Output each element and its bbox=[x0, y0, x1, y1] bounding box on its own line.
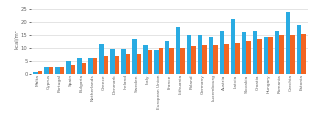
Bar bbox=[209, 37, 213, 74]
Bar bbox=[147, 50, 152, 74]
Bar bbox=[198, 35, 202, 74]
Bar bbox=[132, 39, 137, 74]
Bar bbox=[225, 44, 229, 74]
Bar bbox=[264, 37, 268, 74]
Bar bbox=[268, 37, 273, 74]
Bar bbox=[99, 44, 104, 74]
Bar bbox=[169, 48, 174, 74]
Bar bbox=[297, 25, 301, 74]
Bar bbox=[81, 63, 86, 74]
Bar bbox=[126, 54, 130, 74]
Bar bbox=[143, 45, 147, 74]
Bar bbox=[121, 49, 126, 74]
Bar bbox=[88, 58, 93, 74]
Bar bbox=[44, 67, 49, 74]
Bar bbox=[114, 55, 119, 74]
Bar bbox=[154, 50, 159, 74]
Bar bbox=[71, 65, 75, 74]
Bar bbox=[231, 19, 235, 74]
Bar bbox=[180, 48, 185, 74]
Bar bbox=[66, 61, 71, 74]
Bar bbox=[176, 27, 180, 74]
Bar bbox=[137, 54, 141, 74]
Bar bbox=[159, 48, 163, 74]
Bar bbox=[290, 35, 295, 74]
Bar bbox=[33, 72, 38, 74]
Bar bbox=[192, 46, 196, 74]
Bar bbox=[279, 35, 284, 74]
Bar bbox=[301, 34, 306, 74]
Bar bbox=[55, 67, 60, 74]
Bar bbox=[165, 41, 169, 74]
Bar bbox=[60, 67, 64, 74]
Bar bbox=[38, 71, 42, 74]
Bar bbox=[246, 41, 251, 74]
Bar bbox=[202, 45, 207, 74]
Bar bbox=[258, 39, 262, 74]
Bar bbox=[253, 31, 258, 74]
Bar bbox=[275, 31, 279, 74]
Bar bbox=[110, 49, 114, 74]
Bar bbox=[104, 55, 108, 74]
Bar bbox=[220, 31, 225, 74]
Bar bbox=[235, 43, 240, 74]
Bar bbox=[77, 58, 81, 74]
Bar bbox=[49, 67, 53, 74]
Bar bbox=[286, 12, 290, 74]
Bar bbox=[213, 45, 218, 74]
Bar bbox=[242, 32, 246, 74]
Bar bbox=[187, 35, 192, 74]
Bar bbox=[93, 58, 97, 74]
Y-axis label: kcal/m²: kcal/m² bbox=[15, 29, 20, 49]
